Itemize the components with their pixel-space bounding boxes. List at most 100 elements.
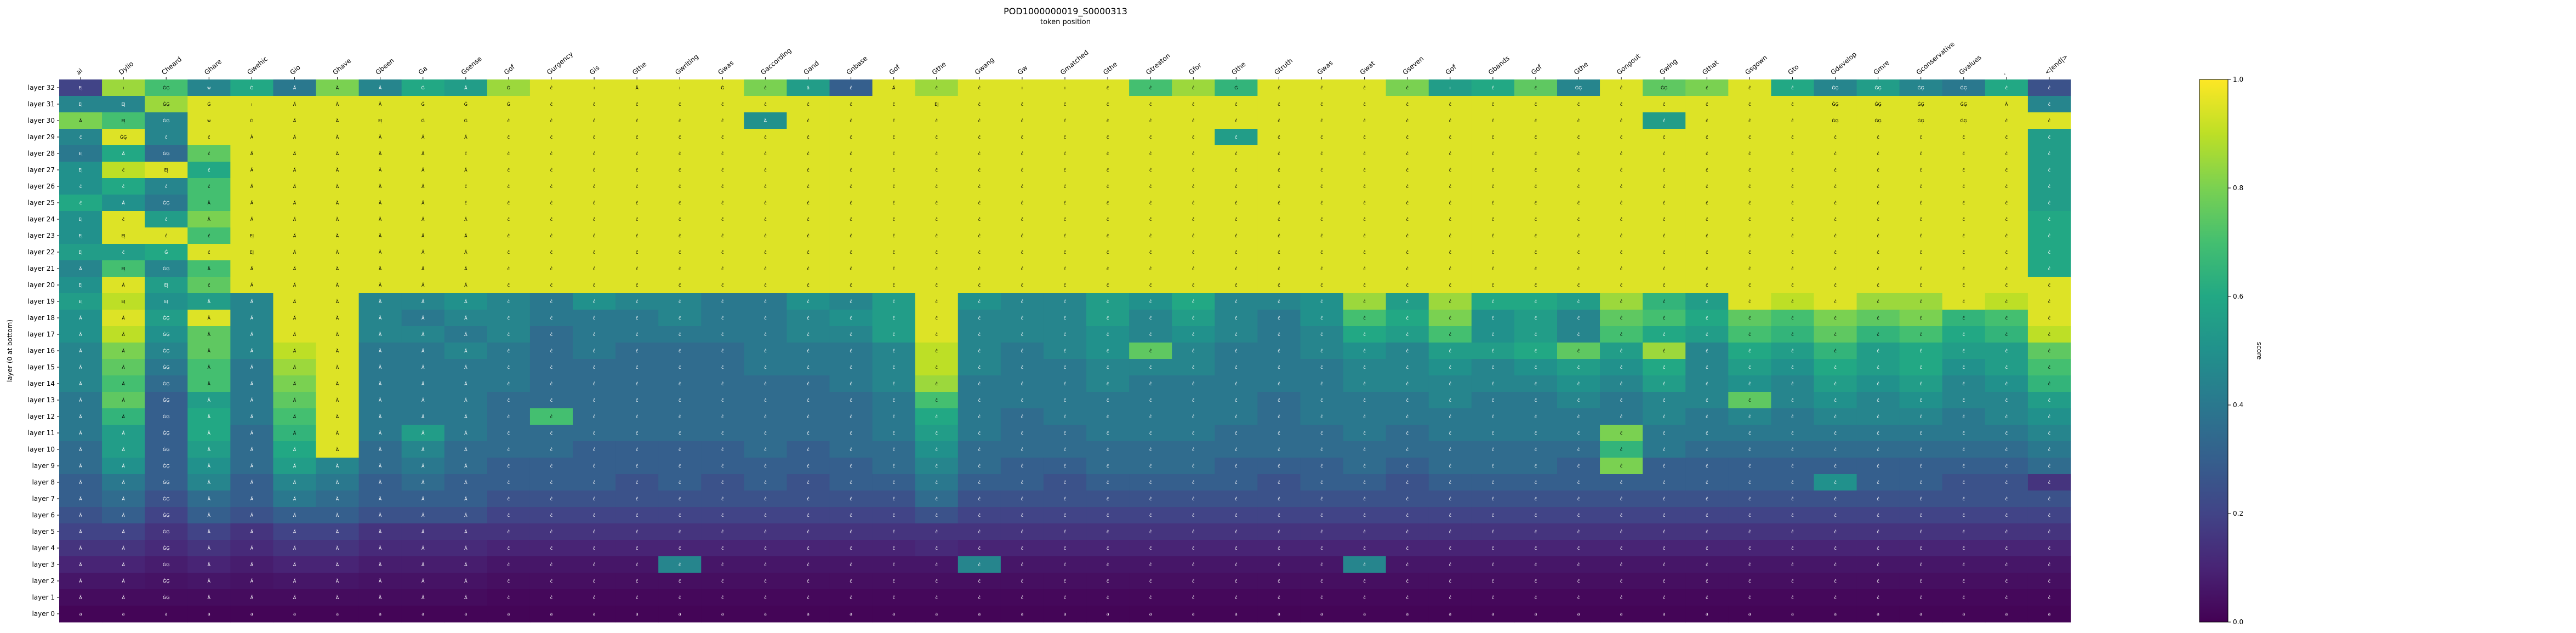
cell-token-label: ĉ [936, 216, 938, 222]
cell-token-label: Ä [421, 332, 425, 337]
cell-token-label: ĉ [807, 512, 809, 518]
cell-token-label: ĉ [1064, 447, 1066, 452]
cell-token-label: ĉ [1064, 480, 1066, 485]
cell-token-label: ĉ [1363, 529, 1365, 534]
cell-token-label: Eļ [934, 102, 938, 107]
cell-token-label: ĉ [1235, 529, 1237, 534]
cell-token-label: ĉ [1320, 216, 1323, 222]
cell-token-label: ĠĢ [163, 480, 169, 486]
heatmap-cell [230, 277, 274, 294]
cell-token-label: Ä [379, 332, 382, 337]
heatmap-cell [1300, 211, 1344, 228]
cell-token-label: ĉ [208, 151, 210, 156]
x-tick-label: Gwriting [674, 53, 700, 76]
heatmap-cell [487, 260, 531, 277]
heatmap-cell [444, 96, 488, 113]
cell-token-label: ĉ [1577, 447, 1580, 452]
heatmap-cell [1771, 260, 1815, 277]
cell-token-label: ĉ [1192, 364, 1194, 370]
cell-token-label: ĉ [550, 447, 552, 452]
cell-token-label: Ä [336, 595, 339, 600]
heatmap-cell [1257, 211, 1301, 228]
cell-token-label: ĉ [1535, 397, 1537, 403]
cell-token-label: ĉ [1235, 430, 1237, 436]
heatmap-cell [872, 211, 916, 228]
heatmap-cell [1129, 96, 1172, 113]
x-tick-label: Gdevelop [1829, 50, 1858, 76]
cell-token-label: ĉ [1192, 562, 1194, 567]
heatmap-cell [1343, 112, 1387, 129]
heatmap-cell [615, 145, 659, 162]
heatmap-cell [487, 79, 531, 96]
cell-token-label: a [1791, 612, 1794, 617]
cell-token-label: ĉ [2005, 463, 2008, 469]
cell-token-label: Ä [464, 266, 468, 271]
cell-token-label: ĉ [1064, 512, 1066, 518]
heatmap-cell [1386, 260, 1429, 277]
cell-token-label: Ä [464, 167, 468, 173]
cell-token-label: ĉ [1919, 496, 1922, 501]
heatmap-cell [187, 129, 231, 146]
cell-token-label: ĉ [593, 463, 595, 469]
cell-token-label: ĉ [1620, 578, 1622, 584]
cell-token-label: ĉ [764, 216, 766, 222]
heatmap-cell [787, 260, 830, 277]
cell-token-label: Ä [421, 414, 425, 419]
x-tick-label: . [2001, 69, 2007, 76]
y-tick-label: layer 19 [28, 298, 55, 305]
cell-token-label: ĉ [1064, 299, 1066, 304]
cell-token-label: ĉ [1919, 332, 1922, 337]
colorbar [2199, 79, 2229, 623]
cell-token-label: ĉ [1021, 480, 1023, 485]
cell-token-label: Ä [421, 480, 425, 485]
x-tick-label: Gfor [1187, 61, 1203, 76]
cell-token-label: ĉ [1919, 216, 1922, 222]
heatmap-cell [573, 277, 616, 294]
x-tick-label: Gvalues [1958, 54, 1983, 77]
cell-token-label: ĉ [1278, 315, 1280, 321]
x-tick-label: Gof [888, 63, 902, 77]
cell-token-label: ĉ [1877, 200, 1879, 206]
cell-token-label: ĉ [1363, 216, 1365, 222]
heatmap-cell [1643, 277, 1686, 294]
cell-token-label: ĉ [1235, 578, 1237, 584]
cell-token-label: ĉ [1449, 233, 1451, 238]
cell-token-label: ĉ [1235, 512, 1237, 518]
heatmap-cell [529, 211, 573, 228]
cell-token-label: ĉ [1064, 578, 1066, 584]
heatmap-cell [872, 260, 916, 277]
cell-token-label: ĉ [892, 364, 894, 370]
cell-token-label: ĉ [1834, 233, 1836, 238]
heatmap-cell [529, 195, 573, 212]
cell-token-label: ĉ [550, 151, 552, 156]
cell-token-label: ĉ [1663, 562, 1665, 567]
cell-token-label: ĉ [2005, 332, 2008, 337]
cell-token-label: ĉ [1663, 249, 1665, 255]
heatmap-cell [701, 244, 744, 261]
cell-token-label: Ä [250, 545, 254, 551]
heatmap-cell [1129, 112, 1172, 129]
cell-token-label: ĉ [1320, 480, 1323, 485]
heatmap-cell [1814, 129, 1857, 146]
cell-token-label: ĉ [1107, 184, 1109, 189]
heatmap-cell [1471, 260, 1515, 277]
heatmap-cell [829, 145, 873, 162]
cell-token-label: ĉ [892, 512, 894, 518]
heatmap-cell [1557, 227, 1600, 244]
heatmap-cell [1471, 162, 1515, 179]
heatmap-cell [187, 162, 231, 179]
cell-token-label: ĉ [850, 266, 852, 271]
chart-title: POD1000000019_S0000313 [1004, 6, 1127, 17]
cell-token-label: ĉ [1834, 578, 1836, 584]
heatmap-cell [1600, 244, 1643, 261]
cell-token-label: ĉ [721, 348, 723, 353]
cell-token-label: ĉ [1064, 364, 1066, 370]
heatmap-cell [1557, 211, 1600, 228]
heatmap-cell [1814, 162, 1857, 179]
cell-token-label: ĉ [1877, 447, 1879, 452]
cell-token-label: w [207, 118, 211, 123]
cell-token-label: a [250, 612, 253, 617]
heatmap-cell [1942, 244, 1986, 261]
cell-token-label: a [935, 612, 938, 617]
